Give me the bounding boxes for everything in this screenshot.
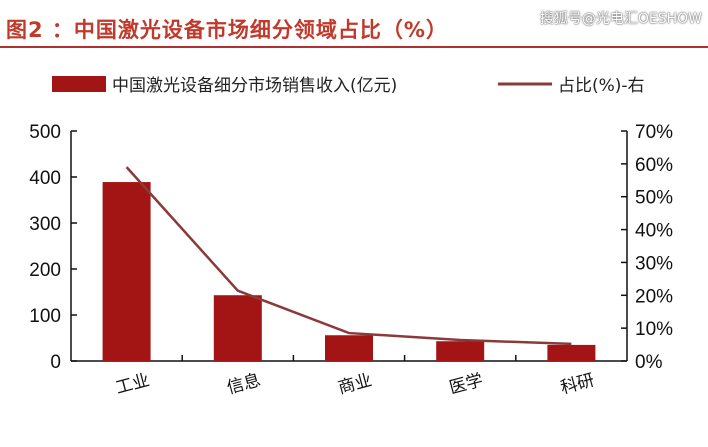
right-tick-label: 40% [635,221,673,242]
left-tick-label: 400 [29,168,61,189]
title-divider [0,46,708,48]
left-tick-label: 0 [50,352,61,373]
left-tick-label: 500 [29,122,61,143]
watermark: 搜狐号@光电汇OESHOW [539,11,702,27]
bar-工业 [102,182,151,361]
right-tick-label: 10% [635,319,673,340]
bar-医学 [436,341,485,361]
left-tick-label: 100 [29,306,61,327]
left-tick-label: 200 [29,260,61,281]
right-tick-label: 60% [635,155,673,176]
right-tick-label: 0% [635,352,663,373]
share-line [125,166,572,346]
x-category-label: 工业 [114,370,152,398]
x-category-label: 商业 [336,370,374,398]
bar-商业 [325,335,373,361]
x-category-label: 科研 [558,370,596,398]
x-category-label: 医学 [447,370,485,398]
right-tick-label: 70% [635,122,673,143]
legend-line-label: 占比(%)-右 [558,76,645,96]
bar-科研 [547,344,596,361]
x-category-label: 信息 [225,370,263,398]
legend-bar-label: 中国激光设备细分市场销售收入(亿元) [112,76,397,96]
right-tick-label: 30% [635,253,673,274]
figure-title: 图2 ：中国激光设备市场细分领域占比（%） [6,18,448,42]
left-tick-label: 300 [29,214,61,235]
right-tick-label: 50% [635,188,673,209]
right-tick-label: 20% [635,286,673,307]
legend: 中国激光设备细分市场销售收入(亿元) 占比(%)-右 [52,76,645,96]
bar-信息 [213,295,262,361]
legend-bar-swatch [52,76,106,92]
